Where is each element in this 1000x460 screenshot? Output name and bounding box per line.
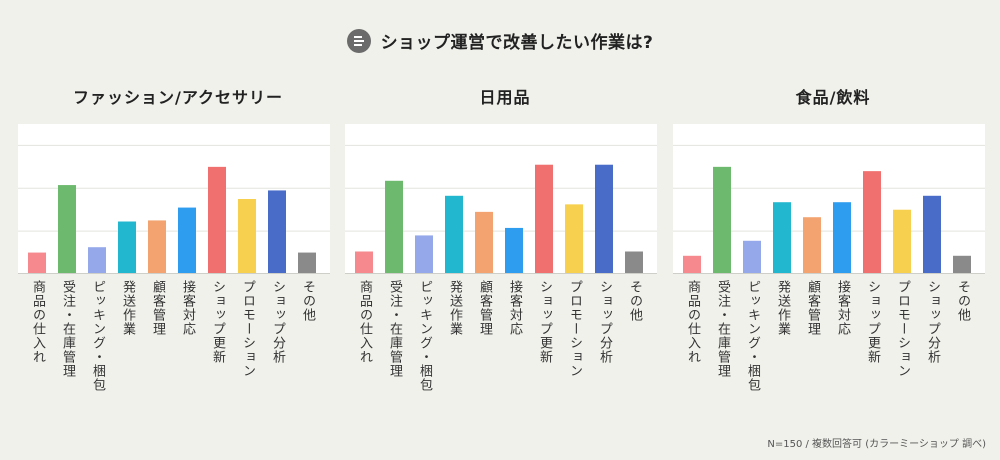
bar-5 (475, 211, 493, 274)
bar-3 (743, 240, 761, 274)
category-labels-daily-goods: 商品の仕入れ 受注・在庫管理 ピッキング・梱包 発送作業 顧客管理 接客対応 ショップ更新プ… (345, 280, 657, 430)
category-label: 顧客管理 (150, 280, 165, 336)
category-label: ショップ更新 (210, 280, 225, 364)
bar-chart-svg (345, 144, 657, 274)
category-label: ピッキング・梱包 (417, 280, 432, 392)
bar-6 (178, 207, 196, 274)
bar-2 (713, 166, 731, 274)
category-label: その他 (627, 280, 642, 322)
category-label: 顧客管理 (805, 280, 820, 336)
bar-1 (28, 252, 46, 274)
category-label: ショップ分析 (597, 280, 612, 364)
category-label: 商品の仕入れ (357, 280, 372, 364)
category-label: 商品の仕入れ (30, 280, 45, 364)
category-label: ピッキング・梱包 (90, 280, 105, 392)
chart-plot-food (673, 124, 985, 274)
bar-7 (535, 164, 553, 274)
bar-5 (803, 217, 821, 274)
chart-title-fashion: ファッション/アクセサリー (72, 88, 284, 107)
footnote: N=150 / 複数回答可 (カラーミーショップ 調べ) (767, 439, 986, 450)
category-label: ショップ更新 (865, 280, 880, 364)
bar-9 (923, 195, 941, 274)
bar-4 (773, 202, 791, 274)
bar-8 (238, 199, 256, 274)
category-labels-fashion: 商品の仕入れ 受注・在庫管理 ピッキング・梱包 発送作業 顧客管理 接客対応 ショップ更新プ… (18, 280, 330, 430)
bar-2 (385, 180, 403, 274)
bar-6 (505, 227, 523, 274)
category-label: 接客対応 (835, 280, 850, 336)
page-title: ショップ運営で改善したい作業は? (380, 33, 654, 53)
chart-plot-fashion (18, 124, 330, 274)
category-label: 受注・在庫管理 (60, 280, 75, 378)
bar-chart-svg (18, 144, 330, 274)
bar-1 (355, 251, 373, 274)
bar-chart-svg (673, 144, 985, 274)
bar-8 (893, 209, 911, 274)
category-label: 顧客管理 (477, 280, 492, 336)
category-label: 接客対応 (507, 280, 522, 336)
chart-title-daily-goods: 日用品 (479, 88, 531, 107)
bar-1 (683, 255, 701, 274)
chart-header: ショップ運営で改善したい作業は? (0, 28, 1000, 53)
bar-10 (298, 252, 316, 274)
bar-10 (625, 251, 643, 274)
category-label: 商品の仕入れ (685, 280, 700, 364)
category-label: その他 (300, 280, 315, 322)
category-label: ショップ分析 (270, 280, 285, 364)
category-label: 発送作業 (447, 280, 462, 336)
bar-8 (565, 204, 583, 274)
bar-3 (415, 235, 433, 274)
category-label: 発送作業 (120, 280, 135, 336)
chart-title-food: 食品/飲料 (795, 88, 871, 107)
bar-9 (595, 164, 613, 274)
bar-6 (833, 202, 851, 274)
category-label: プロモーション (895, 280, 910, 378)
bar-7 (208, 166, 226, 274)
category-label: プロモーション (240, 280, 255, 378)
category-label: ショップ分析 (925, 280, 940, 364)
bar-3 (88, 247, 106, 274)
chart-plot-daily-goods (345, 124, 657, 274)
bar-10 (953, 255, 971, 274)
menu-lines-icon (346, 28, 371, 53)
bar-4 (445, 195, 463, 274)
bar-9 (268, 190, 286, 274)
bar-5 (148, 220, 166, 274)
category-labels-food: 商品の仕入れ 受注・在庫管理 ピッキング・梱包 発送作業 顧客管理 接客対応 ショップ更新プ… (673, 280, 985, 430)
category-label: 接客対応 (180, 280, 195, 336)
category-label: ピッキング・梱包 (745, 280, 760, 392)
category-label: 発送作業 (775, 280, 790, 336)
category-label: 受注・在庫管理 (387, 280, 402, 378)
category-label: プロモーション (567, 280, 582, 378)
bar-7 (863, 171, 881, 274)
bar-2 (58, 185, 76, 274)
category-label: その他 (955, 280, 970, 322)
category-label: ショップ更新 (537, 280, 552, 364)
category-label: 受注・在庫管理 (715, 280, 730, 378)
bar-4 (118, 221, 136, 274)
